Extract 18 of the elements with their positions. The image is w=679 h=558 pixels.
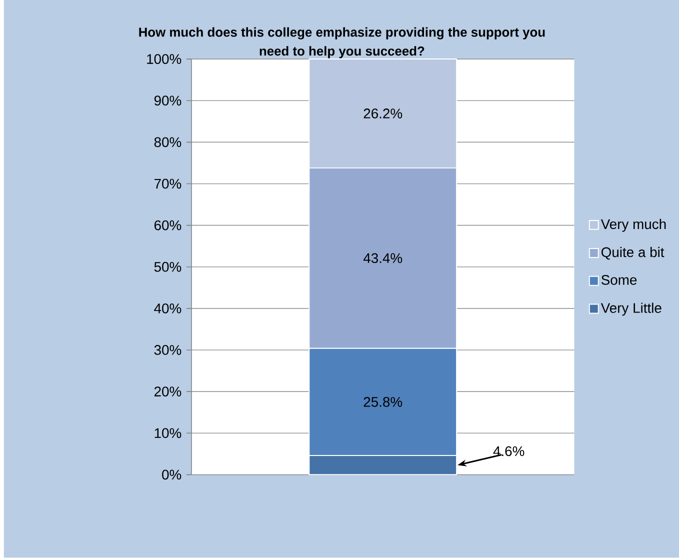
data-label: 43.4% — [363, 253, 402, 264]
data-label: 26.2% — [364, 108, 402, 119]
data-label: 25.8% — [364, 397, 402, 407]
legend-label: Some — [601, 275, 637, 285]
legend-label: Quite a bit — [601, 247, 664, 260]
y-tick-label: 90% — [154, 96, 182, 106]
y-tick-label: 50% — [154, 262, 182, 272]
y-tick-label: 60% — [154, 220, 182, 230]
y-tick-label: 20% — [154, 386, 182, 397]
y-tick-label: 40% — [154, 304, 182, 314]
y-tick-label: 80% — [154, 137, 182, 148]
y-tick-label: 0% — [162, 470, 182, 480]
legend-label: Very much — [600, 218, 666, 232]
y-tick-label: 30% — [154, 345, 182, 356]
legend-label: Very Little — [600, 302, 662, 316]
y-tick-label: 70% — [154, 178, 182, 189]
y-tick-label: 10% — [154, 428, 182, 438]
data-label: 4.6% — [493, 446, 524, 456]
